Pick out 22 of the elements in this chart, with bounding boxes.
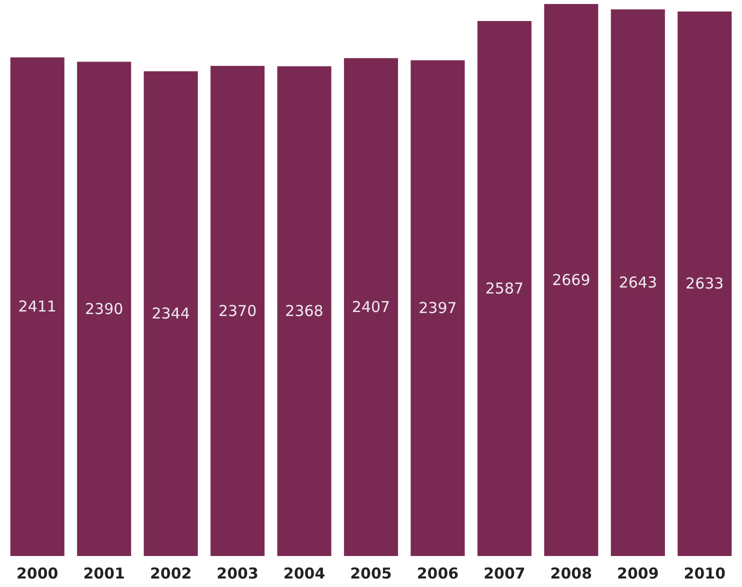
data-label: 2643 [618, 274, 658, 292]
data-label: 2587 [485, 279, 524, 298]
x-tick-label: 2009 [617, 564, 659, 582]
x-tick-label: 2005 [350, 564, 392, 582]
data-label: 2407 [352, 298, 390, 316]
data-label: 2370 [218, 302, 257, 320]
data-label: 2344 [152, 304, 190, 323]
x-tick-label: 2000 [16, 564, 58, 582]
x-tick-label: 2010 [684, 564, 726, 582]
x-tick-label: 2008 [550, 564, 592, 582]
data-label: 2390 [84, 300, 124, 318]
data-label: 2397 [418, 299, 457, 318]
x-tick-label: 2007 [484, 564, 526, 582]
data-label: 2411 [18, 298, 56, 316]
x-tick-label: 2003 [216, 564, 258, 582]
x-tick-label: 2004 [283, 564, 326, 582]
data-label: 2669 [552, 271, 590, 289]
x-tick-label: 2002 [150, 564, 192, 582]
data-label: 2368 [285, 302, 324, 320]
data-label: 2633 [686, 274, 724, 293]
x-tick-label: 2006 [416, 564, 459, 582]
x-tick-label: 2001 [83, 564, 125, 582]
